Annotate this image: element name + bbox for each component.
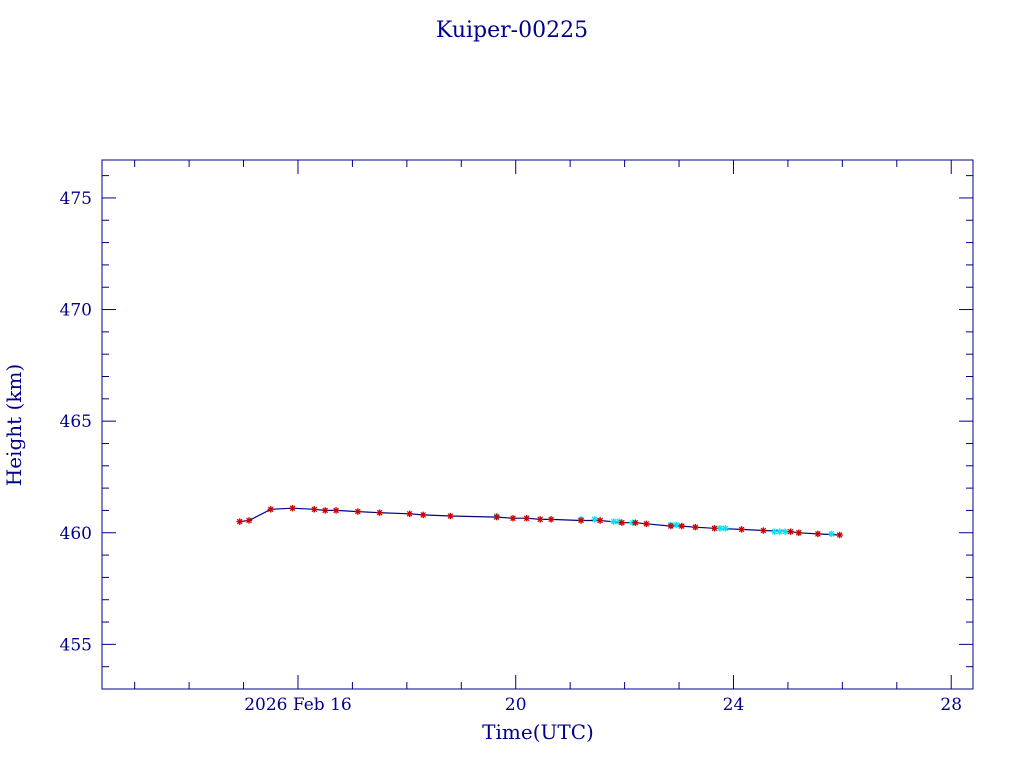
data-point-red (406, 510, 413, 517)
data-point-red (311, 506, 318, 513)
data-point-red (419, 511, 427, 519)
y-axis-label: Height (km) (2, 364, 26, 486)
data-point-cyan (716, 525, 724, 532)
data-point-red (643, 520, 650, 528)
data-point-red (537, 516, 544, 523)
data-point-cyan (591, 516, 598, 523)
data-point-red (523, 515, 530, 522)
data-point-cyan (828, 530, 835, 538)
data-point-red (447, 512, 454, 520)
data-point-red (596, 517, 604, 524)
data-point-red (711, 525, 718, 532)
x-axis-label: Time(UTC) (482, 720, 594, 744)
data-point-red (787, 528, 794, 535)
data-point-red (547, 516, 555, 523)
data-point-red (632, 519, 639, 526)
y-tick-label: 460 (60, 524, 92, 544)
data-point-red (236, 518, 243, 525)
plot-frame (101, 159, 974, 690)
data-point-cyan (776, 528, 783, 535)
data-point-red (678, 522, 685, 530)
y-tick-label: 475 (60, 189, 92, 209)
data-point-red (354, 508, 362, 515)
data-point-cyan (722, 525, 729, 532)
y-tick-label: 465 (60, 412, 92, 432)
data-point-red (667, 522, 675, 530)
data-point-red (836, 531, 843, 539)
data-point-red (509, 515, 517, 522)
y-tick-label: 455 (60, 635, 92, 655)
data-point-red (760, 527, 767, 534)
data-point-red (618, 519, 626, 526)
data-point-red (376, 509, 383, 516)
data-point-red (493, 513, 500, 521)
data-point-red (332, 507, 340, 514)
plot-area (236, 505, 843, 539)
data-point-red (692, 523, 699, 531)
data-point-cyan (771, 528, 778, 535)
x-tick-label: 28 (940, 695, 962, 715)
data-point-red (289, 505, 296, 512)
axes: 455 460 465 470 475 2026 Feb 16 20 24 28 (60, 159, 974, 715)
data-point-red (321, 507, 329, 514)
data-point-red (814, 530, 822, 538)
x-tick-label: 24 (723, 695, 745, 715)
data-point-red (795, 529, 802, 536)
data-point-cyan (673, 521, 680, 529)
y-tick-label: 470 (60, 301, 92, 321)
data-point-red (738, 526, 745, 533)
x-tick-label: 2026 Feb 16 (244, 695, 352, 715)
data-point-red (577, 517, 585, 524)
x-tick-label: 20 (505, 695, 527, 715)
chart-title: Kuiper-00225 (436, 18, 588, 43)
data-point-cyan (781, 528, 789, 535)
data-point-red (267, 506, 274, 513)
data-point-cyan (610, 518, 617, 525)
data-point-red (245, 517, 253, 524)
